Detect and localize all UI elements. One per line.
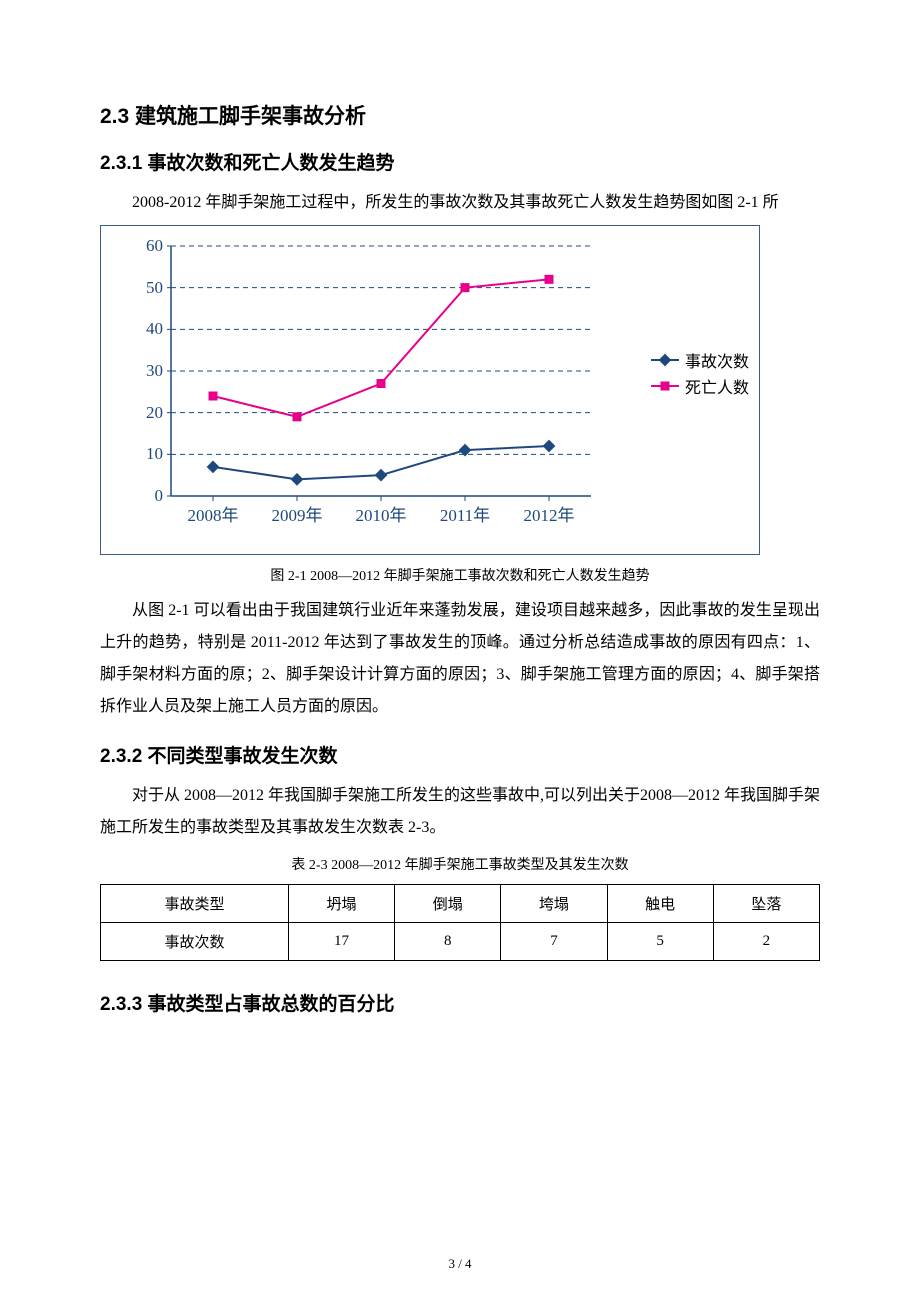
table-header-cell: 坠落 (713, 885, 819, 923)
chart-y-tick-label: 20 (146, 403, 163, 423)
table-header-cell: 倒塌 (395, 885, 501, 923)
table-header-cell: 触电 (607, 885, 713, 923)
figure-caption: 图 2-1 2008—2012 年脚手架施工事故次数和死亡人数发生趋势 (100, 565, 820, 585)
chart-y-tick-label: 30 (146, 361, 163, 381)
table-caption: 表 2-3 2008—2012 年脚手架施工事故类型及其发生次数 (100, 854, 820, 874)
page-footer: 3 / 4 (0, 1256, 920, 1272)
accident-type-table: 事故类型坍塌倒塌垮塌触电坠落事故次数178752 (100, 884, 820, 961)
chart-x-tick-label: 2012年 (507, 501, 591, 526)
heading-2-3-2: 2.3.2 不同类型事故发生次数 (100, 741, 820, 768)
chart-y-tick-label: 10 (146, 444, 163, 464)
chart-y-tick-label: 40 (146, 319, 163, 339)
chart-y-tick-label: 50 (146, 278, 163, 298)
chart-x-tick-label: 2009年 (255, 501, 339, 526)
heading-2-3-1: 2.3.1 事故次数和死亡人数发生趋势 (100, 148, 820, 175)
chart-x-axis-labels: 2008年2009年2010年2011年2012年 (171, 501, 591, 526)
trend-chart: 0102030405060 2008年2009年2010年2011年2012年 … (100, 225, 760, 555)
table-data-cell: 17 (288, 923, 394, 961)
table-header-cell: 坍塌 (288, 885, 394, 923)
table-data-cell: 5 (607, 923, 713, 961)
table-data-cell: 8 (395, 923, 501, 961)
paragraph-table-intro: 对于从 2008—2012 年我国脚手架施工所发生的这些事故中,可以列出关于20… (100, 780, 820, 844)
chart-x-tick-label: 2008年 (171, 501, 255, 526)
table-row-label: 事故次数 (101, 923, 289, 961)
heading-2-3: 2.3 建筑施工脚手架事故分析 (100, 100, 820, 130)
paragraph-analysis: 从图 2-1 可以看出由于我国建筑行业近年来蓬勃发展，建设项目越来越多，因此事故… (100, 595, 820, 723)
page: 2.3 建筑施工脚手架事故分析 2.3.1 事故次数和死亡人数发生趋势 2008… (0, 0, 920, 1302)
legend-item: 死亡人数 (651, 374, 749, 398)
table-data-cell: 7 (501, 923, 607, 961)
legend-label: 事故次数 (685, 348, 749, 372)
chart-x-tick-label: 2011年 (423, 501, 507, 526)
chart-y-tick-label: 60 (146, 236, 163, 256)
chart-legend: 事故次数死亡人数 (651, 346, 749, 400)
chart-y-tick-label: 0 (155, 486, 164, 506)
legend-item: 事故次数 (651, 348, 749, 372)
heading-2-3-3: 2.3.3 事故类型占事故总数的百分比 (100, 989, 820, 1016)
table-header-cell: 垮塌 (501, 885, 607, 923)
table-data-cell: 2 (713, 923, 819, 961)
legend-label: 死亡人数 (685, 374, 749, 398)
paragraph-intro: 2008-2012 年脚手架施工过程中，所发生的事故次数及其事故死亡人数发生趋势… (100, 187, 820, 219)
chart-x-tick-label: 2010年 (339, 501, 423, 526)
table-header-cell: 事故类型 (101, 885, 289, 923)
